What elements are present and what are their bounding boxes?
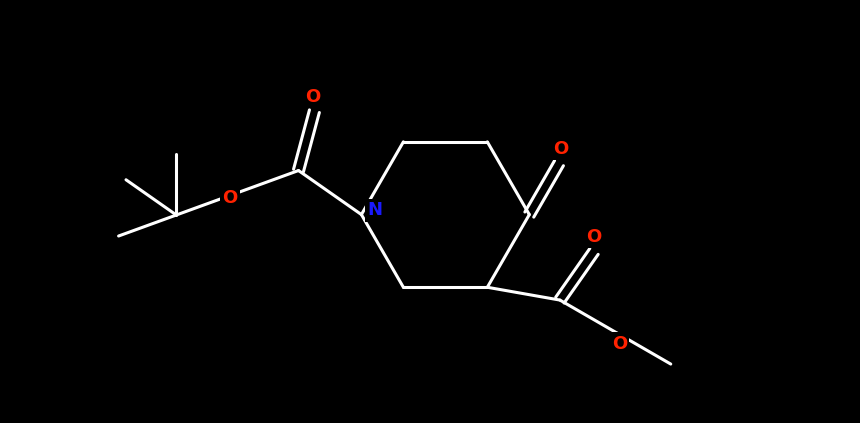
Text: N: N <box>367 201 382 220</box>
Text: O: O <box>612 335 627 353</box>
Text: O: O <box>222 190 237 207</box>
Text: O: O <box>304 88 320 106</box>
Text: O: O <box>587 228 602 246</box>
Text: O: O <box>554 140 568 158</box>
